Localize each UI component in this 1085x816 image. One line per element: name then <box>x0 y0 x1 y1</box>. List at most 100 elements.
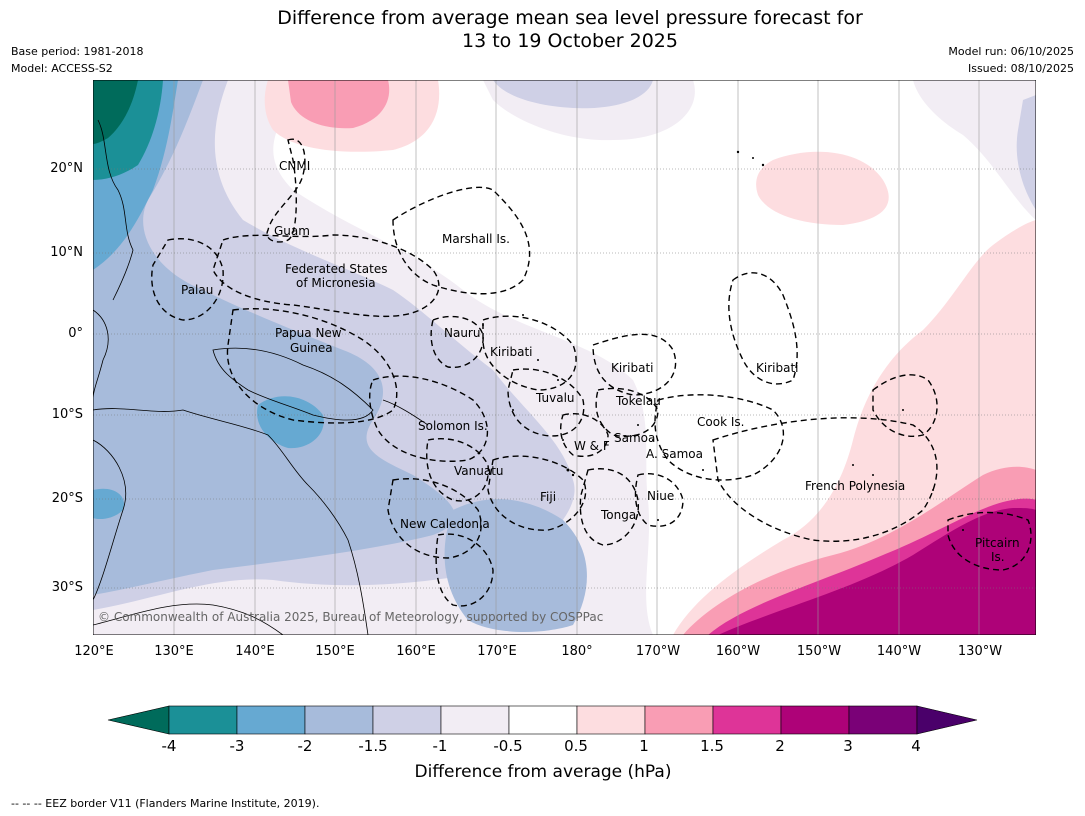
lon-label-130e: 130°E <box>154 644 194 659</box>
eez-kiribati-w <box>482 315 577 391</box>
country-labels: CNMI Guam Marshall Is. Federated States … <box>98 159 1020 624</box>
cb-tick-minus-4: -4 <box>161 737 177 755</box>
cb-tick-minus-1-5: -1.5 <box>358 737 388 755</box>
anomaly-region-plus-1-nw <box>288 80 390 129</box>
copyright-notice: © Commonwealth of Australia 2025, Bureau… <box>98 610 603 624</box>
anomaly-region-ne-minus-inner <box>1016 95 1036 210</box>
colorbar-segment <box>644 705 714 735</box>
label-kiribati-e: Kiribati <box>756 361 798 375</box>
lon-label-160e: 160°E <box>396 644 436 659</box>
lon-label-150w: 150°W <box>796 644 842 659</box>
lat-label-10s: 10°S <box>51 407 83 422</box>
eez-png <box>226 308 398 424</box>
colorbar-segments <box>107 705 978 735</box>
label-png-2: Guinea <box>290 341 333 355</box>
colorbar-label: Difference from average (hPa) <box>414 762 672 782</box>
coast-new-guinea <box>212 347 374 421</box>
pressure-anomaly-map[interactable]: CNMI Guam Marshall Is. Federated States … <box>93 80 1036 635</box>
colorbar-segment <box>576 705 646 735</box>
lat-label-20n: 20°N <box>50 161 83 176</box>
eez-wf-samoa <box>560 413 609 457</box>
colorbar-segment <box>304 705 374 735</box>
label-marshall: Marshall Is. <box>442 232 510 246</box>
lat-label-10n: 10°N <box>50 245 83 260</box>
colorbar-segment <box>372 705 442 735</box>
eez-kiribati-c <box>592 333 677 396</box>
eez-tonga <box>579 468 639 546</box>
cb-tick-2: 2 <box>775 737 785 755</box>
lon-label-180: 180° <box>561 644 593 659</box>
lon-label-140w: 140°W <box>876 644 922 659</box>
label-nauru: Nauru <box>444 326 480 340</box>
lon-label-140e: 140°E <box>235 644 275 659</box>
cb-tick-minus-3: -3 <box>229 737 245 755</box>
label-cnmi: CNMI <box>279 159 310 173</box>
lon-label-120e: 120°E <box>74 644 114 659</box>
eez-fsm <box>212 234 440 318</box>
eez-cook <box>654 394 784 481</box>
eez-tuvalu <box>507 368 585 437</box>
anomaly-region-minus-1-5 <box>93 80 455 595</box>
cb-tick-minus-2: -2 <box>297 737 313 755</box>
anomaly-region-north-plus-inner <box>493 80 653 109</box>
eez-solomon <box>369 375 489 462</box>
lat-label-20s: 20°S <box>51 491 83 506</box>
coastlines <box>93 119 429 635</box>
anomaly-region-ne-minus <box>913 80 1036 220</box>
cb-tick-1: 1 <box>639 737 649 755</box>
colorbar-segment <box>848 705 918 735</box>
meta-right: Model run: 06/10/2025 Issued: 08/10/2025 <box>948 43 1074 77</box>
coast-south-aus <box>93 603 284 635</box>
eez-fiji <box>487 455 587 531</box>
eez-new-caledonia <box>387 478 482 559</box>
label-tuvalu: Tuvalu <box>535 391 575 405</box>
meta-left: Base period: 1981-2018 Model: ACCESS-S2 <box>11 43 143 77</box>
eez-kiribati-e <box>728 272 798 385</box>
label-guam: Guam <box>274 224 310 238</box>
label-pitcairn-1: Pitcairn <box>975 536 1020 550</box>
label-vanuatu: Vanuatu <box>454 464 504 478</box>
cb-tick-minus-0-5: -0.5 <box>493 737 523 755</box>
lon-label-160w: 160°W <box>715 644 761 659</box>
cb-tick-minus-1: -1 <box>432 737 448 755</box>
coast-philippines <box>97 119 134 301</box>
coast-australia <box>93 408 369 635</box>
cb-tick-1-5: 1.5 <box>700 737 724 755</box>
eez-vanuatu <box>426 438 489 502</box>
lon-label-130w: 130°W <box>957 644 1003 659</box>
label-pitcairn-2: Is. <box>991 550 1005 564</box>
cb-tick-0-5: 0.5 <box>564 737 588 755</box>
coast-borneo <box>93 309 109 401</box>
anomaly-region-ne-plus <box>756 151 889 225</box>
anomaly-region-se-plus-2 <box>718 508 1036 635</box>
cb-tick-4: 4 <box>911 737 921 755</box>
label-french-polynesia: French Polynesia <box>805 479 905 493</box>
colorbar-extend-low <box>107 705 170 735</box>
colorbar-segment <box>712 705 782 735</box>
coast-solomons <box>382 399 429 426</box>
label-png-1: Papua New <box>275 326 342 340</box>
eez-footnote: -- -- -- EEZ border V11 (Flanders Marine… <box>11 797 320 810</box>
coast-australia-inner <box>93 439 127 601</box>
eez-borders <box>151 138 1032 607</box>
issued-date: Issued: 08/10/2025 <box>967 62 1074 75</box>
colorbar-segment <box>440 705 510 735</box>
map-canvas: CNMI Guam Marshall Is. Federated States … <box>93 80 1036 635</box>
label-wf: W & F <box>574 439 610 453</box>
title-line-2: 13 to 19 October 2025 <box>462 30 678 52</box>
colorbar <box>107 705 978 735</box>
islands <box>482 150 964 531</box>
eez-niue <box>634 473 684 527</box>
base-period: Base period: 1981-2018 <box>11 45 144 58</box>
title-line-1: Difference from average mean sea level p… <box>277 7 863 29</box>
eez-marshall <box>392 186 531 295</box>
label-tokelau: Tokelau <box>615 394 661 408</box>
anomaly-region-minus-2-aus <box>93 488 124 520</box>
eez-palau <box>151 238 224 321</box>
model-name: Model: ACCESS-S2 <box>11 62 113 75</box>
chart-title: Difference from average mean sea level p… <box>0 7 1085 53</box>
lat-label-0: 0° <box>68 326 83 341</box>
graticule <box>173 80 980 635</box>
label-solomon: Solomon Is. <box>418 419 488 433</box>
lon-label-170e: 170°E <box>477 644 517 659</box>
